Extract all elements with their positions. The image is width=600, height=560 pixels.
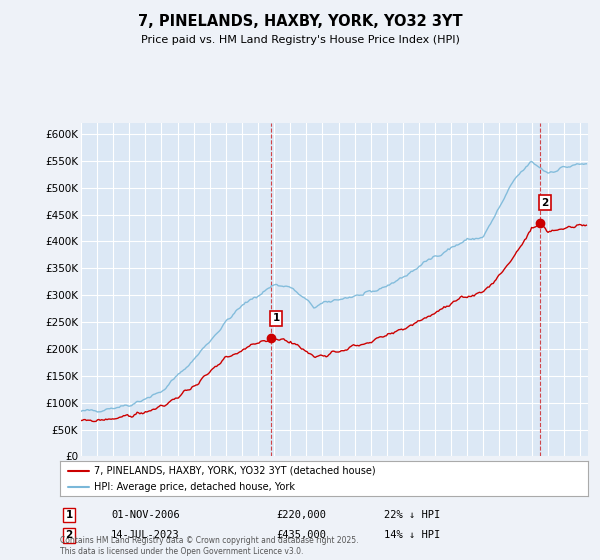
Text: 2: 2 — [65, 530, 73, 540]
Text: 1: 1 — [65, 510, 73, 520]
Text: 7, PINELANDS, HAXBY, YORK, YO32 3YT: 7, PINELANDS, HAXBY, YORK, YO32 3YT — [137, 14, 463, 29]
Text: HPI: Average price, detached house, York: HPI: Average price, detached house, York — [94, 482, 295, 492]
Text: 1: 1 — [272, 313, 280, 323]
Text: 14% ↓ HPI: 14% ↓ HPI — [384, 530, 440, 540]
Text: 22% ↓ HPI: 22% ↓ HPI — [384, 510, 440, 520]
Text: 01-NOV-2006: 01-NOV-2006 — [111, 510, 180, 520]
Text: Price paid vs. HM Land Registry's House Price Index (HPI): Price paid vs. HM Land Registry's House … — [140, 35, 460, 45]
Text: £220,000: £220,000 — [276, 510, 326, 520]
Text: 7, PINELANDS, HAXBY, YORK, YO32 3YT (detached house): 7, PINELANDS, HAXBY, YORK, YO32 3YT (det… — [94, 465, 376, 475]
Text: 2: 2 — [541, 198, 548, 208]
Text: Contains HM Land Registry data © Crown copyright and database right 2025.
This d: Contains HM Land Registry data © Crown c… — [60, 536, 359, 556]
Text: £435,000: £435,000 — [276, 530, 326, 540]
Text: 14-JUL-2023: 14-JUL-2023 — [111, 530, 180, 540]
